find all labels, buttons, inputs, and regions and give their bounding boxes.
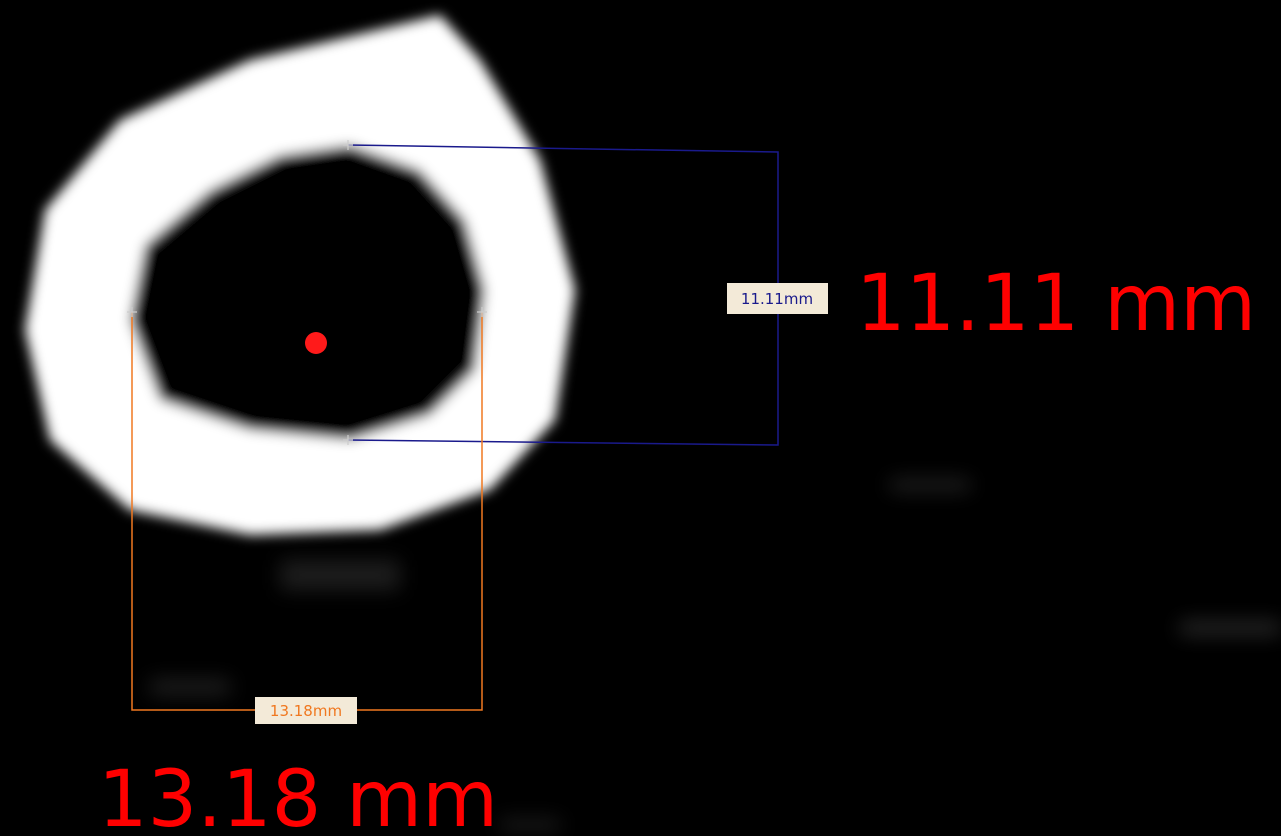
measurement-label: 11.11mm [741,290,813,308]
measurement-caption: 13.18 mm [98,755,498,836]
page: 11.11mm 13.18mm 11.11 mm 13.18 mm (() =>… [0,0,1281,836]
ct-viewer: 11.11mm 13.18mm 11.11 mm 13.18 mm [0,0,1281,836]
measurement-caption: 11.11 mm [856,259,1256,349]
center-dot [305,332,327,354]
measurement-label: 13.18mm [270,702,342,720]
